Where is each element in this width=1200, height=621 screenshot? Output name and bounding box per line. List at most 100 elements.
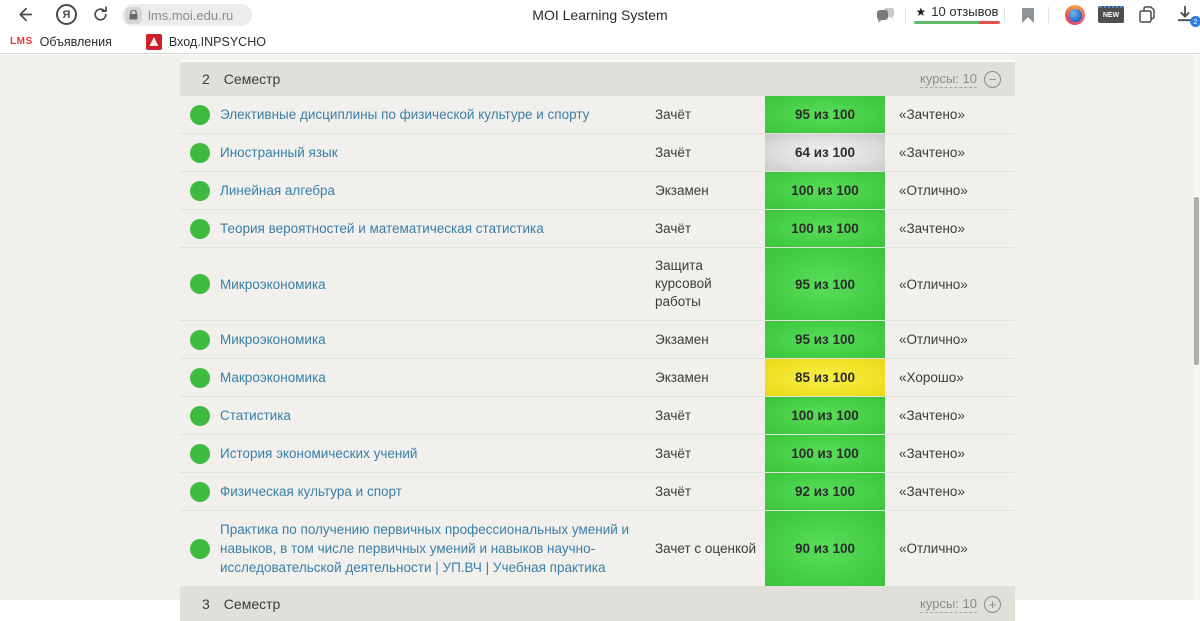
grade-text: «Зачтено» [899,221,965,236]
course-link[interactable]: Микроэкономика [220,332,326,347]
url-text: lms.moi.edu.ru [148,7,234,23]
status-dot-icon [190,329,210,350]
score-badge: 100 из 100 [765,397,885,434]
course-link[interactable]: Элективные дисциплины по физической куль… [220,107,590,122]
bookmark-item-inpsycho[interactable]: Вход.INPSYCHO [145,33,266,50]
score-badge: 100 из 100 [765,210,885,247]
grade-text: «Отлично» [899,541,968,556]
score-badge: 95 из 100 [765,96,885,133]
table-row: Теория вероятностей и математическая ста… [180,210,1015,248]
semester-number: 2 [202,71,210,87]
reviews-rating[interactable]: ★ 10 отзывов [914,4,1000,24]
previous-row-remnant [180,55,1015,62]
course-link[interactable]: Линейная алгебра [220,183,336,198]
grade-text: «Отлично» [899,183,968,198]
grade-text: «Отлично» [899,332,968,347]
control-type: Зачёт [655,144,692,160]
reviews-count: 10 отзывов [931,4,999,19]
status-dot-icon [190,180,210,201]
grades-table: 2 Семестр курсы: 10 − Элективные дисципл… [180,55,1015,621]
grade-text: «Зачтено» [899,446,965,461]
table-row: Микроэкономика Экзамен 95 из 100 «Отличн… [180,321,1015,359]
downloads-count-badge: 2 [1190,16,1200,27]
course-link[interactable]: Статистика [220,408,291,423]
bookmark-item-announcements[interactable]: LMS Объявления [10,35,112,49]
grade-text: «Зачтено» [899,107,965,122]
expand-icon[interactable]: + [984,595,1001,613]
course-link[interactable]: Теория вероятностей и математическая ста… [220,221,544,236]
status-dot-icon [190,405,210,426]
control-type: Защита курсовой работы [655,258,712,309]
course-link[interactable]: Иностранный язык [220,145,338,160]
extension-new-icon[interactable]: NEW [1098,6,1124,23]
scrollbar-thumb[interactable] [1194,197,1199,365]
browser-toolbar: Я lms.moi.edu.ru MOI Learning System ★ 1… [0,0,1200,30]
score-badge: 64 из 100 [765,134,885,171]
chat-pins-icon[interactable] [876,6,896,29]
bookmark-label: Вход.INPSYCHO [168,34,266,49]
status-dot-icon [190,274,210,294]
table-row: История экономических учений Зачёт 100 и… [180,435,1015,473]
course-link[interactable]: Практика по получению первичных професси… [220,522,630,575]
page-title: MOI Learning System [532,7,668,23]
control-type: Зачёт [655,445,692,461]
score-badge: 95 из 100 [765,248,885,320]
status-dot-icon [190,443,210,464]
bookmark-flag-icon[interactable] [1022,8,1034,23]
status-dot-icon [190,481,210,502]
score-badge: 85 из 100 [765,359,885,396]
toolbar-divider [905,7,906,23]
status-dot-icon [190,104,210,125]
semester-2-header: 2 Семестр курсы: 10 − [180,62,1015,96]
status-dot-icon [190,218,210,239]
status-dot-icon [190,367,210,388]
table-row: Линейная алгебра Экзамен 100 из 100 «Отл… [180,172,1015,210]
back-icon[interactable] [16,6,33,28]
grade-text: «Отлично» [899,276,968,292]
lms-favicon: LMS [10,36,33,47]
control-type: Зачет с оценкой [655,540,757,556]
course-link[interactable]: Физическая культура и спорт [220,484,402,499]
courses-count-link[interactable]: курсы: 10 [920,70,977,88]
toolbar-divider [1004,7,1005,23]
table-row: Элективные дисциплины по физической куль… [180,96,1015,134]
semester-3-header: 3 Семестр курсы: 10 + [180,587,1015,621]
courses-count-link[interactable]: курсы: 10 [920,595,977,613]
course-link[interactable]: История экономических учений [220,446,418,461]
semester-label: Семестр [223,71,281,87]
score-badge: 100 из 100 [765,172,885,209]
collections-icon[interactable] [1138,6,1158,29]
score-badge: 95 из 100 [765,321,885,358]
table-row: Физическая культура и спорт Зачёт 92 из … [180,473,1015,511]
refresh-icon[interactable] [92,6,109,28]
table-row: Микроэкономика Защита курсовой работы 95… [180,248,1015,321]
collapse-icon[interactable]: − [984,70,1001,88]
table-row: Статистика Зачёт 100 из 100 «Зачтено» [180,397,1015,435]
control-type: Экзамен [655,369,709,385]
control-type: Зачёт [655,407,692,423]
grade-text: «Хорошо» [899,370,964,385]
status-dot-icon [190,538,210,559]
grade-text: «Зачтено» [899,484,965,499]
star-icon: ★ [915,4,927,19]
course-link[interactable]: Микроэкономика [220,276,326,292]
course-link[interactable]: Макроэкономика [220,370,326,385]
score-badge: 100 из 100 [765,435,885,472]
downloads-icon[interactable]: 2 [1176,5,1200,27]
semester-number: 3 [202,596,210,612]
bookmark-label: Объявления [39,34,112,49]
bookmarks-bar: LMS Объявления Вход.INPSYCHO [0,30,1200,54]
yandex-logo-icon[interactable]: Я [56,4,77,25]
address-bar[interactable]: lms.moi.edu.ru [122,4,252,26]
toolbar-divider [1048,7,1049,23]
table-row: Практика по получению первичных професси… [180,511,1015,587]
control-type: Экзамен [655,182,709,198]
inpsycho-favicon [145,33,162,50]
control-type: Зачёт [655,483,692,499]
status-dot-icon [190,142,210,163]
grade-text: «Зачтено» [899,408,965,423]
lms-grades-page: 2 Семестр курсы: 10 − Элективные дисципл… [0,55,1200,621]
control-type: Зачёт [655,220,692,236]
score-badge: 90 из 100 [765,511,885,586]
extension-circle-icon[interactable] [1065,5,1085,25]
